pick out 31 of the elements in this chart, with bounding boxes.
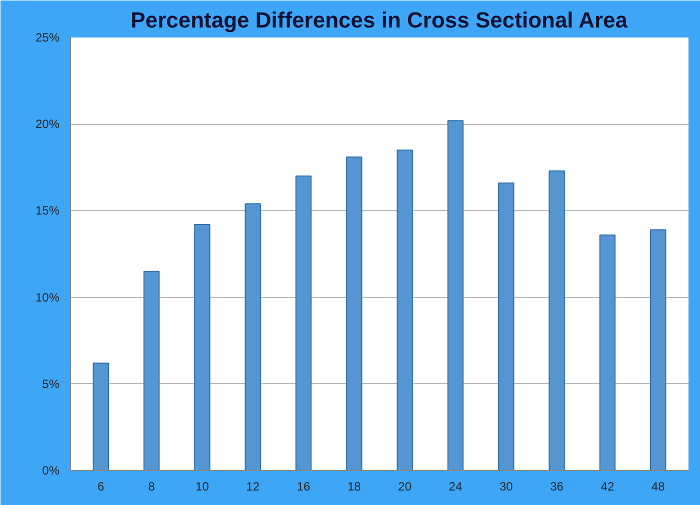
bar (599, 234, 616, 470)
x-tick-label: 8 (148, 480, 156, 494)
y-tick-label: 5% (42, 376, 60, 391)
bar (92, 362, 109, 470)
x-tick-label: 18 (348, 480, 362, 494)
y-tick-label: 0% (42, 464, 60, 478)
x-tick-label: 10 (196, 480, 210, 494)
chart-title: Percentage Differences in Cross Sectional Area (130, 8, 628, 32)
x-tick-label: 20 (398, 480, 412, 494)
x-tick-label: 24 (448, 480, 462, 494)
x-tick-label: 12 (246, 480, 260, 494)
bar (650, 229, 666, 470)
bar (143, 270, 160, 470)
x-tick-label: 30 (499, 480, 514, 494)
bar (244, 203, 261, 470)
bar (396, 150, 413, 470)
y-tick-label: 10% (35, 290, 60, 304)
bar (346, 156, 362, 470)
bar (295, 176, 312, 470)
y-tick-label: 15% (35, 204, 60, 218)
y-tick-label: 20% (35, 117, 60, 132)
x-tick-label: 48 (651, 480, 666, 494)
bar (447, 120, 464, 470)
x-tick-label: 36 (550, 480, 564, 494)
x-tick-label: 6 (98, 480, 105, 494)
bar (498, 182, 514, 470)
bar (194, 224, 210, 470)
bar (548, 170, 565, 470)
y-tick-label: 25% (35, 30, 60, 44)
x-tick-label: 42 (600, 480, 614, 494)
x-tick-label: 16 (296, 480, 311, 494)
